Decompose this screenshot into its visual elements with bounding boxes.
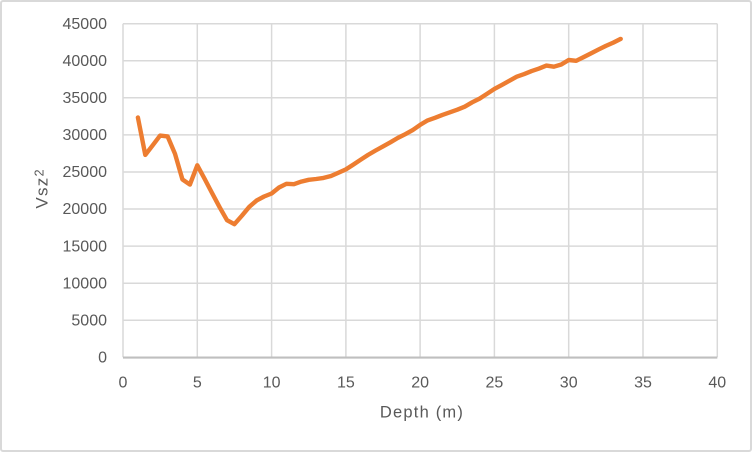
svg-text:20: 20 (411, 375, 429, 392)
svg-text:Vsz2: Vsz2 (32, 168, 51, 209)
svg-text:0: 0 (98, 350, 107, 367)
svg-text:45000: 45000 (63, 16, 108, 33)
svg-text:35: 35 (634, 375, 652, 392)
svg-text:35000: 35000 (63, 90, 108, 107)
svg-text:10: 10 (263, 375, 281, 392)
svg-text:5: 5 (193, 375, 202, 392)
svg-text:25: 25 (486, 375, 504, 392)
svg-text:15000: 15000 (63, 238, 108, 255)
svg-text:20000: 20000 (63, 201, 108, 218)
svg-text:40: 40 (708, 375, 726, 392)
svg-text:Depth (m): Depth (m) (380, 403, 464, 421)
svg-text:0: 0 (119, 375, 128, 392)
svg-text:5000: 5000 (71, 312, 107, 329)
svg-text:25000: 25000 (63, 164, 108, 181)
svg-text:30: 30 (560, 375, 578, 392)
svg-text:10000: 10000 (63, 275, 108, 292)
svg-text:40000: 40000 (63, 53, 108, 70)
svg-text:15: 15 (337, 375, 355, 392)
svg-text:30000: 30000 (63, 127, 108, 144)
